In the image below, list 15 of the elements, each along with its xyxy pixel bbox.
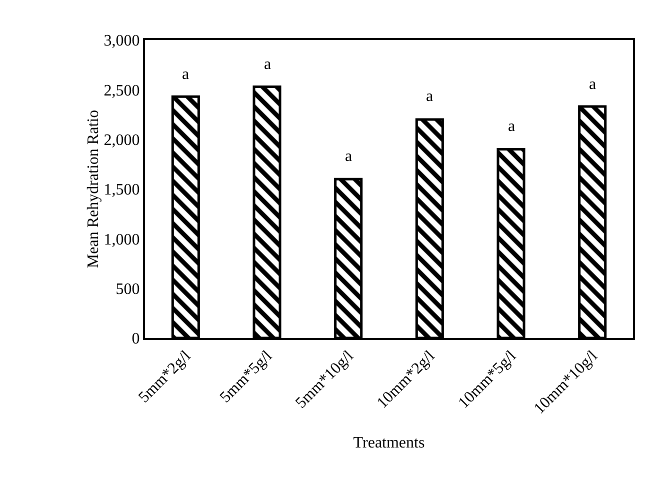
x-axis-title: Treatments [353,434,425,452]
annotation: a [264,56,272,73]
annotation: a [182,66,190,83]
annotation: a [508,118,516,135]
y-axis-title: Mean Rehydration Ratio [84,110,102,268]
y-tick-label: 1,500 [104,182,140,199]
y-tick-label: 2,500 [104,82,140,100]
annotation: a [426,88,434,105]
y-tick-label: 3,000 [104,32,140,50]
y-tick-label: 500 [116,280,140,298]
y-tick-label: 1,000 [104,231,140,248]
annotation: a [345,148,352,165]
y-tick-label: 0 [132,330,140,348]
annotation: a [589,76,596,93]
y-tick-label: 2,000 [104,132,140,149]
